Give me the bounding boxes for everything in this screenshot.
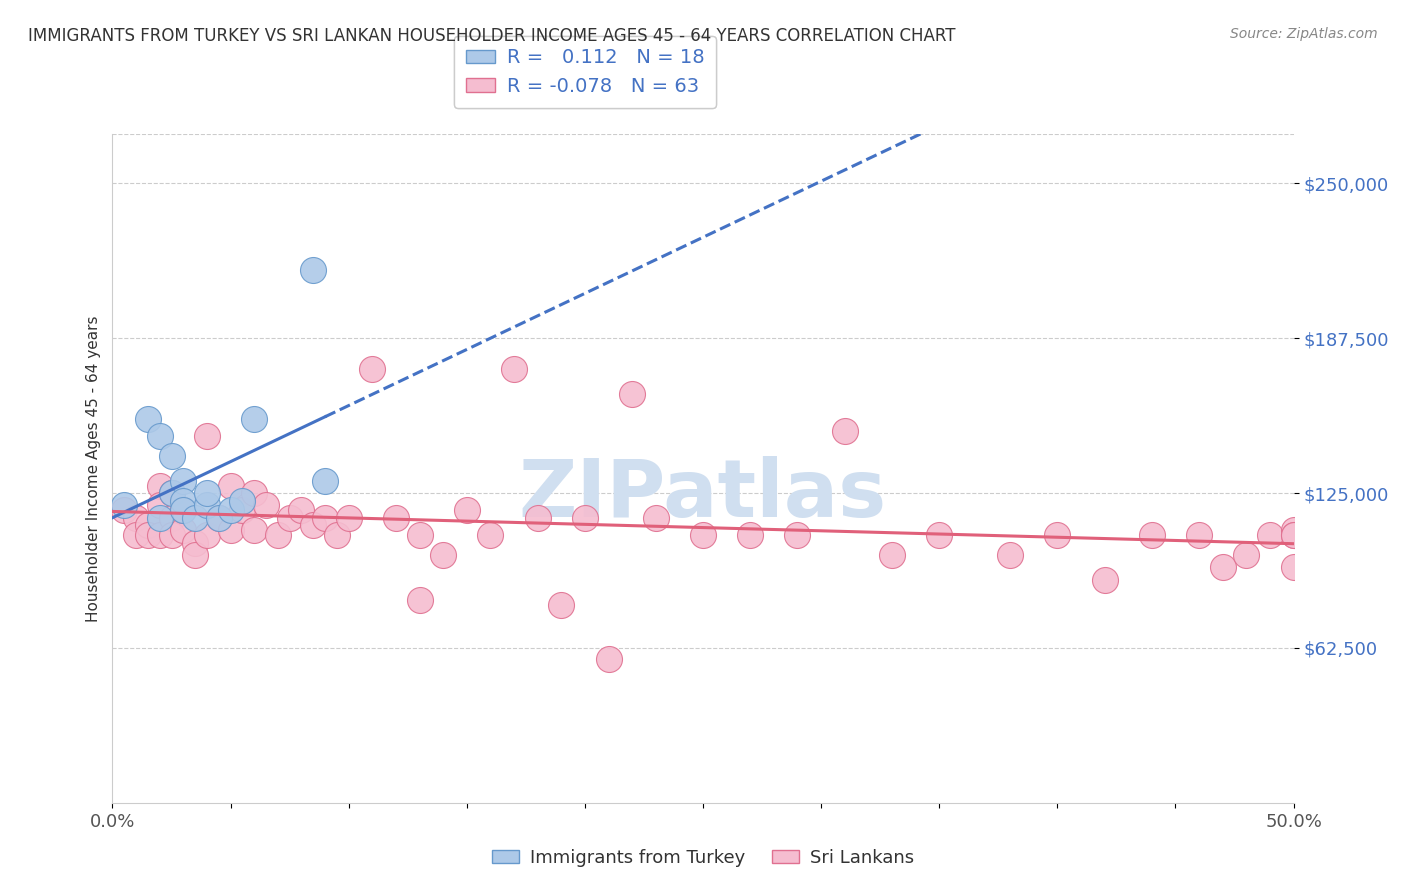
Point [1234,548,1257,562]
Point [136,411,159,425]
Point [621,387,644,401]
Point [1188,528,1211,542]
Point [219,523,242,537]
Point [172,474,194,488]
Point [1140,528,1163,542]
Point [243,523,266,537]
Point [195,528,218,542]
Point [149,499,172,513]
Point [278,511,301,525]
Point [112,499,135,513]
Point [195,429,218,443]
Point [503,362,526,376]
Point [574,511,596,525]
Point [208,511,231,525]
Point [160,486,183,500]
Point [290,503,312,517]
Point [136,518,159,533]
Point [184,535,207,549]
Point [1212,560,1234,574]
Point [880,548,903,562]
Point [149,528,172,542]
Point [1046,528,1069,542]
Point [243,411,266,425]
Point [786,528,808,542]
Point [172,493,194,508]
Point [1282,523,1305,537]
Point [149,478,172,492]
Point [526,511,548,525]
Point [160,449,183,463]
Point [231,503,253,517]
Point [267,528,290,542]
Point [1094,573,1116,587]
Point [172,503,194,517]
Point [219,478,242,492]
Point [149,429,172,443]
Point [692,528,714,542]
Point [314,511,336,525]
Point [1282,528,1305,542]
Point [326,528,349,542]
Point [432,548,454,562]
Point [1282,528,1305,542]
Point [160,486,183,500]
Point [1282,560,1305,574]
Point [1258,528,1281,542]
Point [195,499,218,513]
Point [112,503,135,517]
Point [644,511,666,525]
Legend: Immigrants from Turkey, Sri Lankans: Immigrants from Turkey, Sri Lankans [485,842,921,874]
Point [208,511,231,525]
Point [740,528,762,542]
Point [149,511,172,525]
Point [243,486,266,500]
Point [160,511,183,525]
Point [302,518,325,533]
Point [184,511,207,525]
Point [231,493,253,508]
Point [361,362,384,376]
Point [172,503,194,517]
Point [219,503,242,517]
Point [834,424,856,438]
Text: ZIPatlas: ZIPatlas [519,456,887,534]
Point [136,528,159,542]
Point [195,486,218,500]
Point [456,503,478,517]
Point [172,523,194,537]
Point [125,528,148,542]
Legend: R =   0.112   N = 18, R = -0.078   N = 63: R = 0.112 N = 18, R = -0.078 N = 63 [454,37,716,108]
Point [125,511,148,525]
Point [337,511,360,525]
Point [385,511,408,525]
Point [408,592,430,607]
Point [998,548,1021,562]
Point [928,528,950,542]
Y-axis label: Householder Income Ages 45 - 64 years: Householder Income Ages 45 - 64 years [86,315,101,622]
Point [598,652,620,666]
Point [408,528,430,542]
Text: IMMIGRANTS FROM TURKEY VS SRI LANKAN HOUSEHOLDER INCOME AGES 45 - 64 YEARS CORRE: IMMIGRANTS FROM TURKEY VS SRI LANKAN HOU… [28,27,956,45]
Point [184,548,207,562]
Text: Source: ZipAtlas.com: Source: ZipAtlas.com [1230,27,1378,41]
Point [302,263,325,277]
Point [479,528,502,542]
Point [550,598,572,612]
Point [314,474,336,488]
Point [254,499,277,513]
Point [160,528,183,542]
